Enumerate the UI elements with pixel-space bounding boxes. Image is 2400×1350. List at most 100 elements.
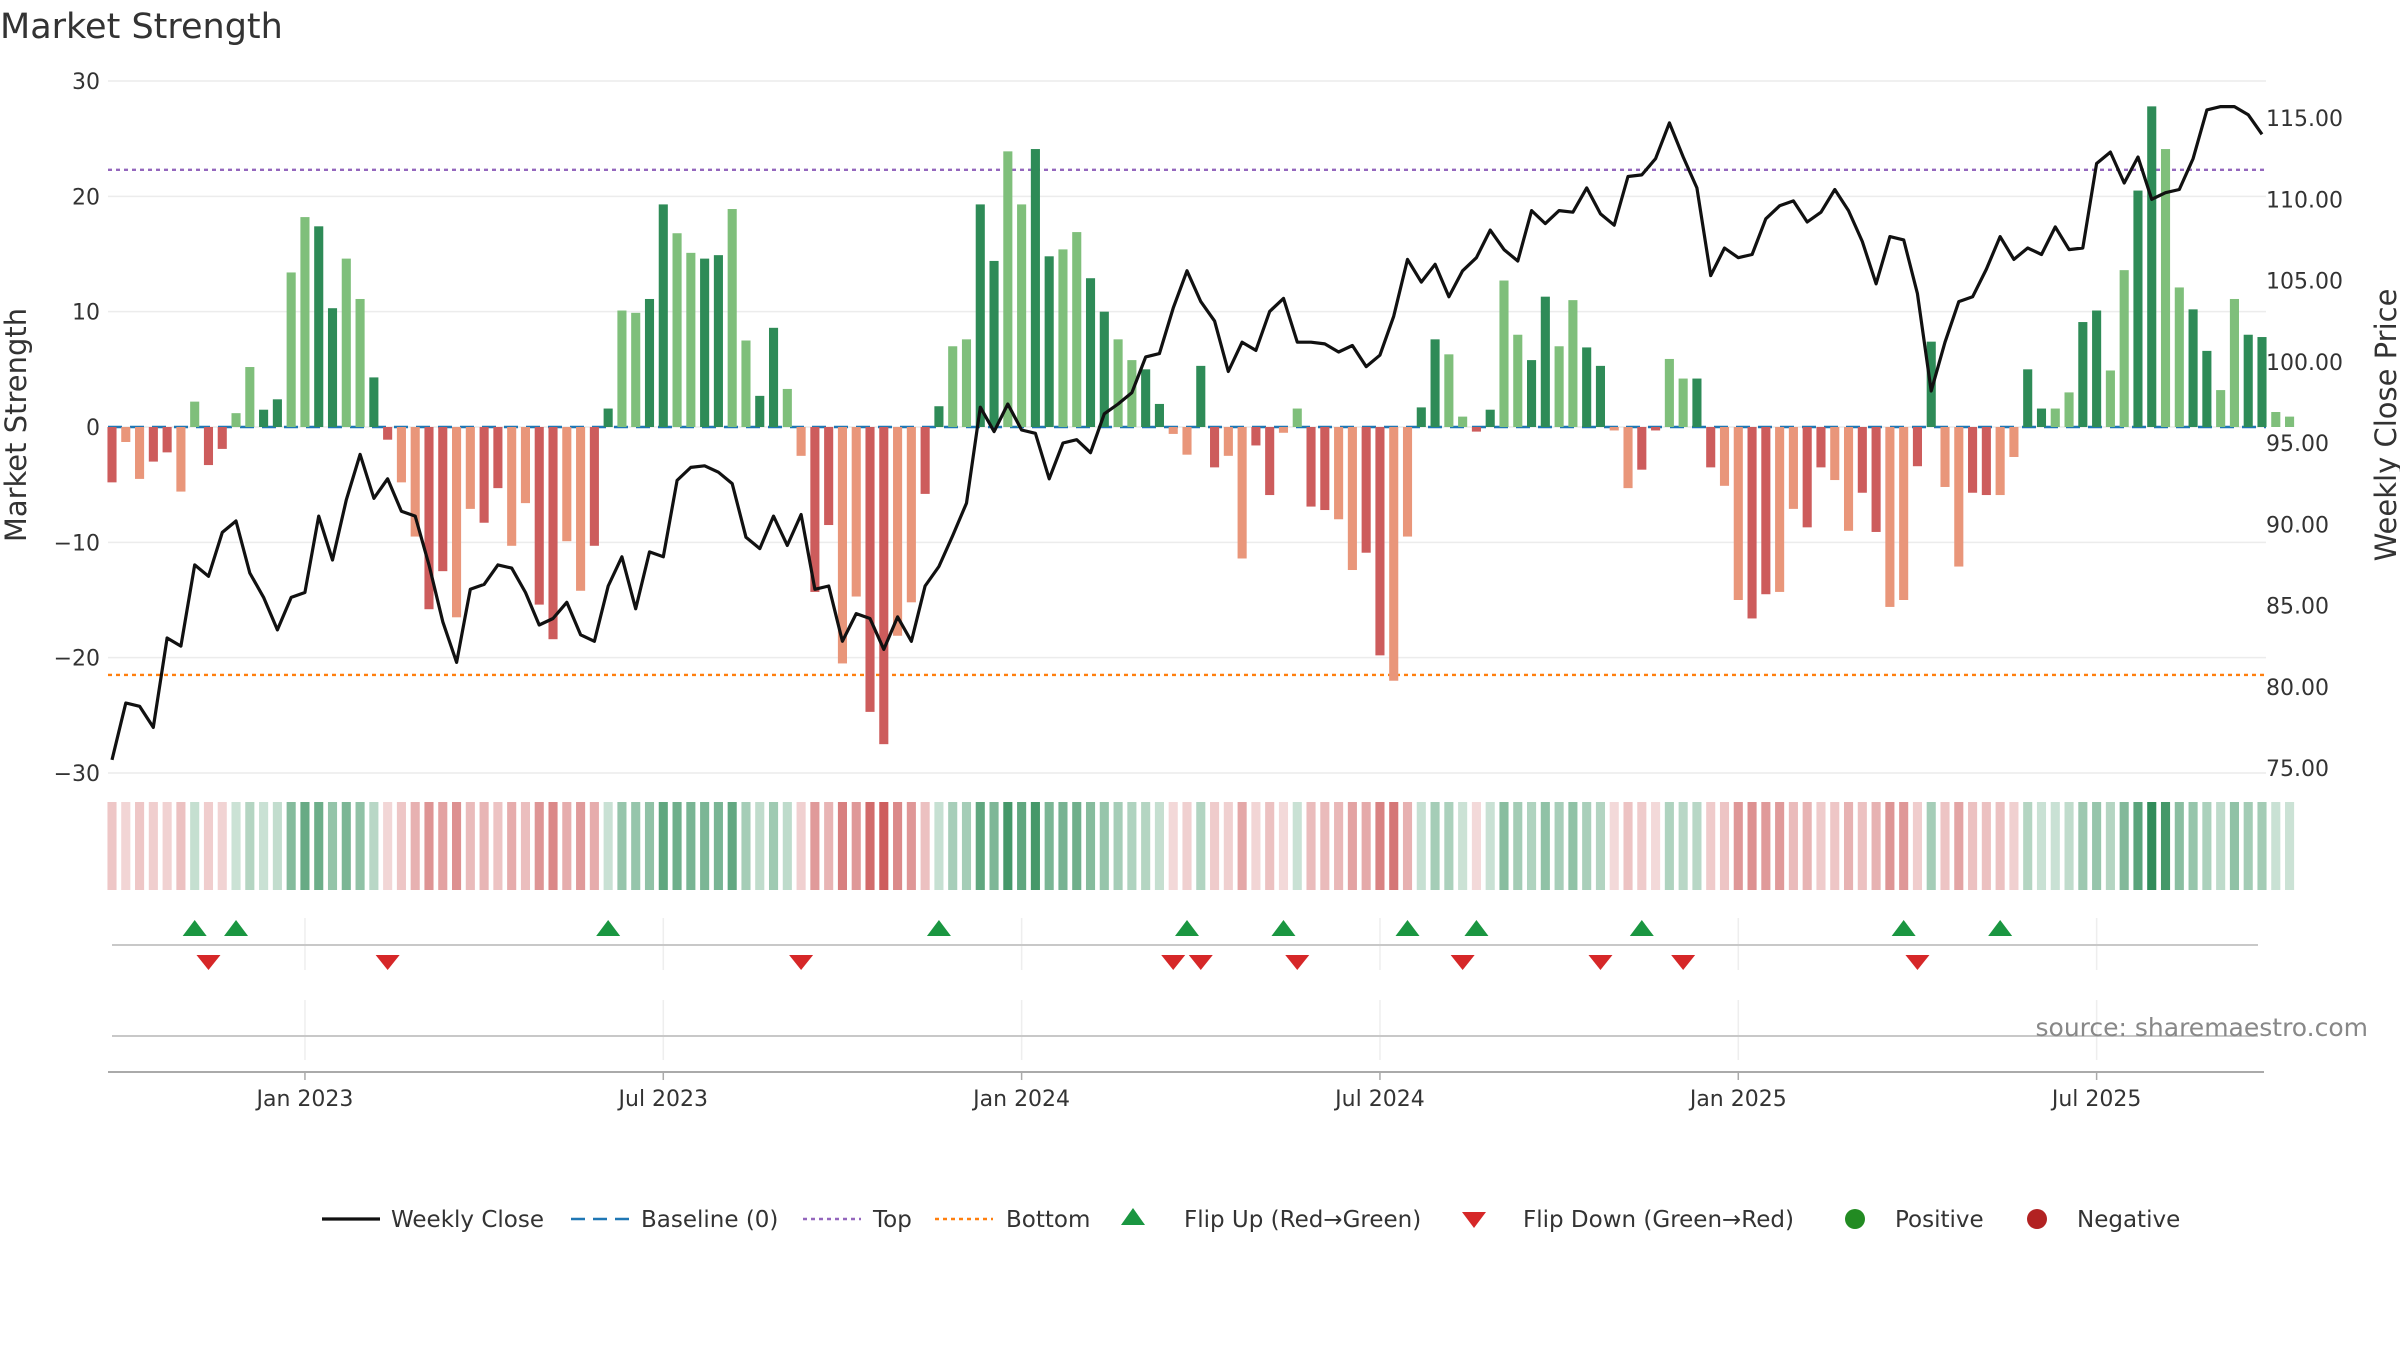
strength-bar xyxy=(1595,365,1606,427)
strength-bar xyxy=(1802,427,1812,528)
heat-cell xyxy=(1154,802,1164,890)
strength-bar xyxy=(1168,427,1178,434)
heat-cell xyxy=(603,802,613,890)
heat-cell xyxy=(1223,802,1233,890)
y-right-tick-label: 85.00 xyxy=(2266,595,2329,620)
strength-bar xyxy=(1761,427,1771,595)
strength-bar xyxy=(1182,427,1192,455)
strength-bar xyxy=(1582,347,1592,427)
strength-bar xyxy=(2202,350,2212,427)
heat-cell xyxy=(1830,802,1840,890)
strength-bar xyxy=(135,427,145,479)
legend-key-flip-down xyxy=(1462,1212,1486,1228)
heat-cell xyxy=(1554,802,1564,890)
strength-bar xyxy=(1099,311,1109,427)
y-tick-label: 30 xyxy=(72,70,100,95)
heat-cell xyxy=(121,802,131,890)
strength-bar xyxy=(231,413,241,427)
strength-bar xyxy=(879,427,889,745)
strength-bar xyxy=(1651,427,1661,431)
strength-bar xyxy=(107,427,117,483)
heat-cell xyxy=(1733,802,1743,890)
heat-cell xyxy=(2133,802,2143,890)
heat-cell xyxy=(2202,802,2212,890)
x-tick-label: Jul 2023 xyxy=(617,1087,709,1112)
chart-title: Market Strength xyxy=(0,7,283,47)
y-tick-label: 10 xyxy=(72,301,100,326)
strength-bar xyxy=(176,427,186,492)
strength-bar xyxy=(1954,427,1964,567)
strength-bar xyxy=(2271,412,2281,427)
heat-cell xyxy=(1788,802,1798,890)
heat-cell xyxy=(1058,802,1068,890)
y-right-tick-label: 90.00 xyxy=(2266,513,2329,538)
strength-bar xyxy=(245,367,255,427)
heat-cell xyxy=(2078,802,2088,890)
strength-bar xyxy=(1899,427,1909,600)
heat-cell xyxy=(1568,802,1578,890)
heat-cell xyxy=(217,802,227,890)
strength-bar xyxy=(190,401,200,427)
heat-cell xyxy=(341,802,351,890)
strength-bar xyxy=(203,427,214,466)
heat-cell xyxy=(148,802,158,890)
strength-bar xyxy=(2050,408,2060,427)
heat-cell xyxy=(2009,802,2019,890)
legend-label: Flip Down (Green→Red) xyxy=(1523,1207,1794,1233)
y-right-tick-label: 110.00 xyxy=(2266,188,2343,213)
strength-bar xyxy=(2105,370,2115,427)
strength-bar xyxy=(782,388,792,427)
strength-bar xyxy=(1210,427,1220,468)
y-right-tick-label: 115.00 xyxy=(2266,107,2343,132)
heat-cell xyxy=(520,802,531,890)
legend-label: Negative xyxy=(2077,1207,2180,1233)
heat-cell xyxy=(1017,802,1027,890)
heat-cell xyxy=(1334,802,1344,890)
heat-cell xyxy=(1775,802,1785,890)
strength-bar xyxy=(162,427,172,453)
heat-cell xyxy=(1416,802,1426,890)
strength-bar xyxy=(121,427,131,442)
heat-cell xyxy=(1527,802,1537,890)
heat-cell xyxy=(1471,802,1481,890)
weekly-close-line xyxy=(110,104,2264,761)
strength-bar xyxy=(810,427,820,592)
strength-bar xyxy=(1733,427,1743,600)
strength-bar xyxy=(2036,408,2047,427)
heat-cell xyxy=(1265,802,1275,890)
strength-bar xyxy=(727,209,737,427)
y-tick-label: −30 xyxy=(54,762,100,787)
heat-cell xyxy=(1706,802,1716,890)
strength-bar xyxy=(672,233,682,427)
heat-cell xyxy=(314,802,324,890)
heat-cell xyxy=(2216,802,2226,890)
strength-bar xyxy=(1554,346,1564,427)
heat-cell xyxy=(1072,802,1082,890)
strength-bar xyxy=(452,427,462,618)
heat-cell xyxy=(810,802,820,890)
heat-cell xyxy=(162,802,172,890)
strength-bar xyxy=(768,327,779,427)
y-axis-label-right: Weekly Close Price xyxy=(2369,289,2400,562)
heat-cell xyxy=(837,802,847,890)
flip-down-marker xyxy=(789,955,814,970)
strength-bar xyxy=(589,427,599,546)
strength-bar xyxy=(975,204,985,427)
heat-cell xyxy=(1375,802,1385,890)
heat-cell xyxy=(1127,802,1137,890)
strength-bar xyxy=(1540,296,1550,427)
strength-bar xyxy=(2285,416,2295,427)
legend-label: Flip Up (Red→Green) xyxy=(1184,1207,1421,1233)
heat-cell xyxy=(1030,802,1040,890)
heat-cell xyxy=(383,802,393,890)
strength-bar xyxy=(1857,427,1867,493)
strength-bar xyxy=(1251,427,1261,446)
heat-cell xyxy=(727,802,737,890)
heat-cell xyxy=(934,802,944,890)
heat-cell xyxy=(2147,802,2157,890)
strength-bar xyxy=(479,427,489,523)
strength-bar xyxy=(1968,427,1978,493)
strength-bar xyxy=(2092,310,2102,427)
heat-cell xyxy=(576,802,586,890)
heat-cell xyxy=(1196,802,1206,890)
